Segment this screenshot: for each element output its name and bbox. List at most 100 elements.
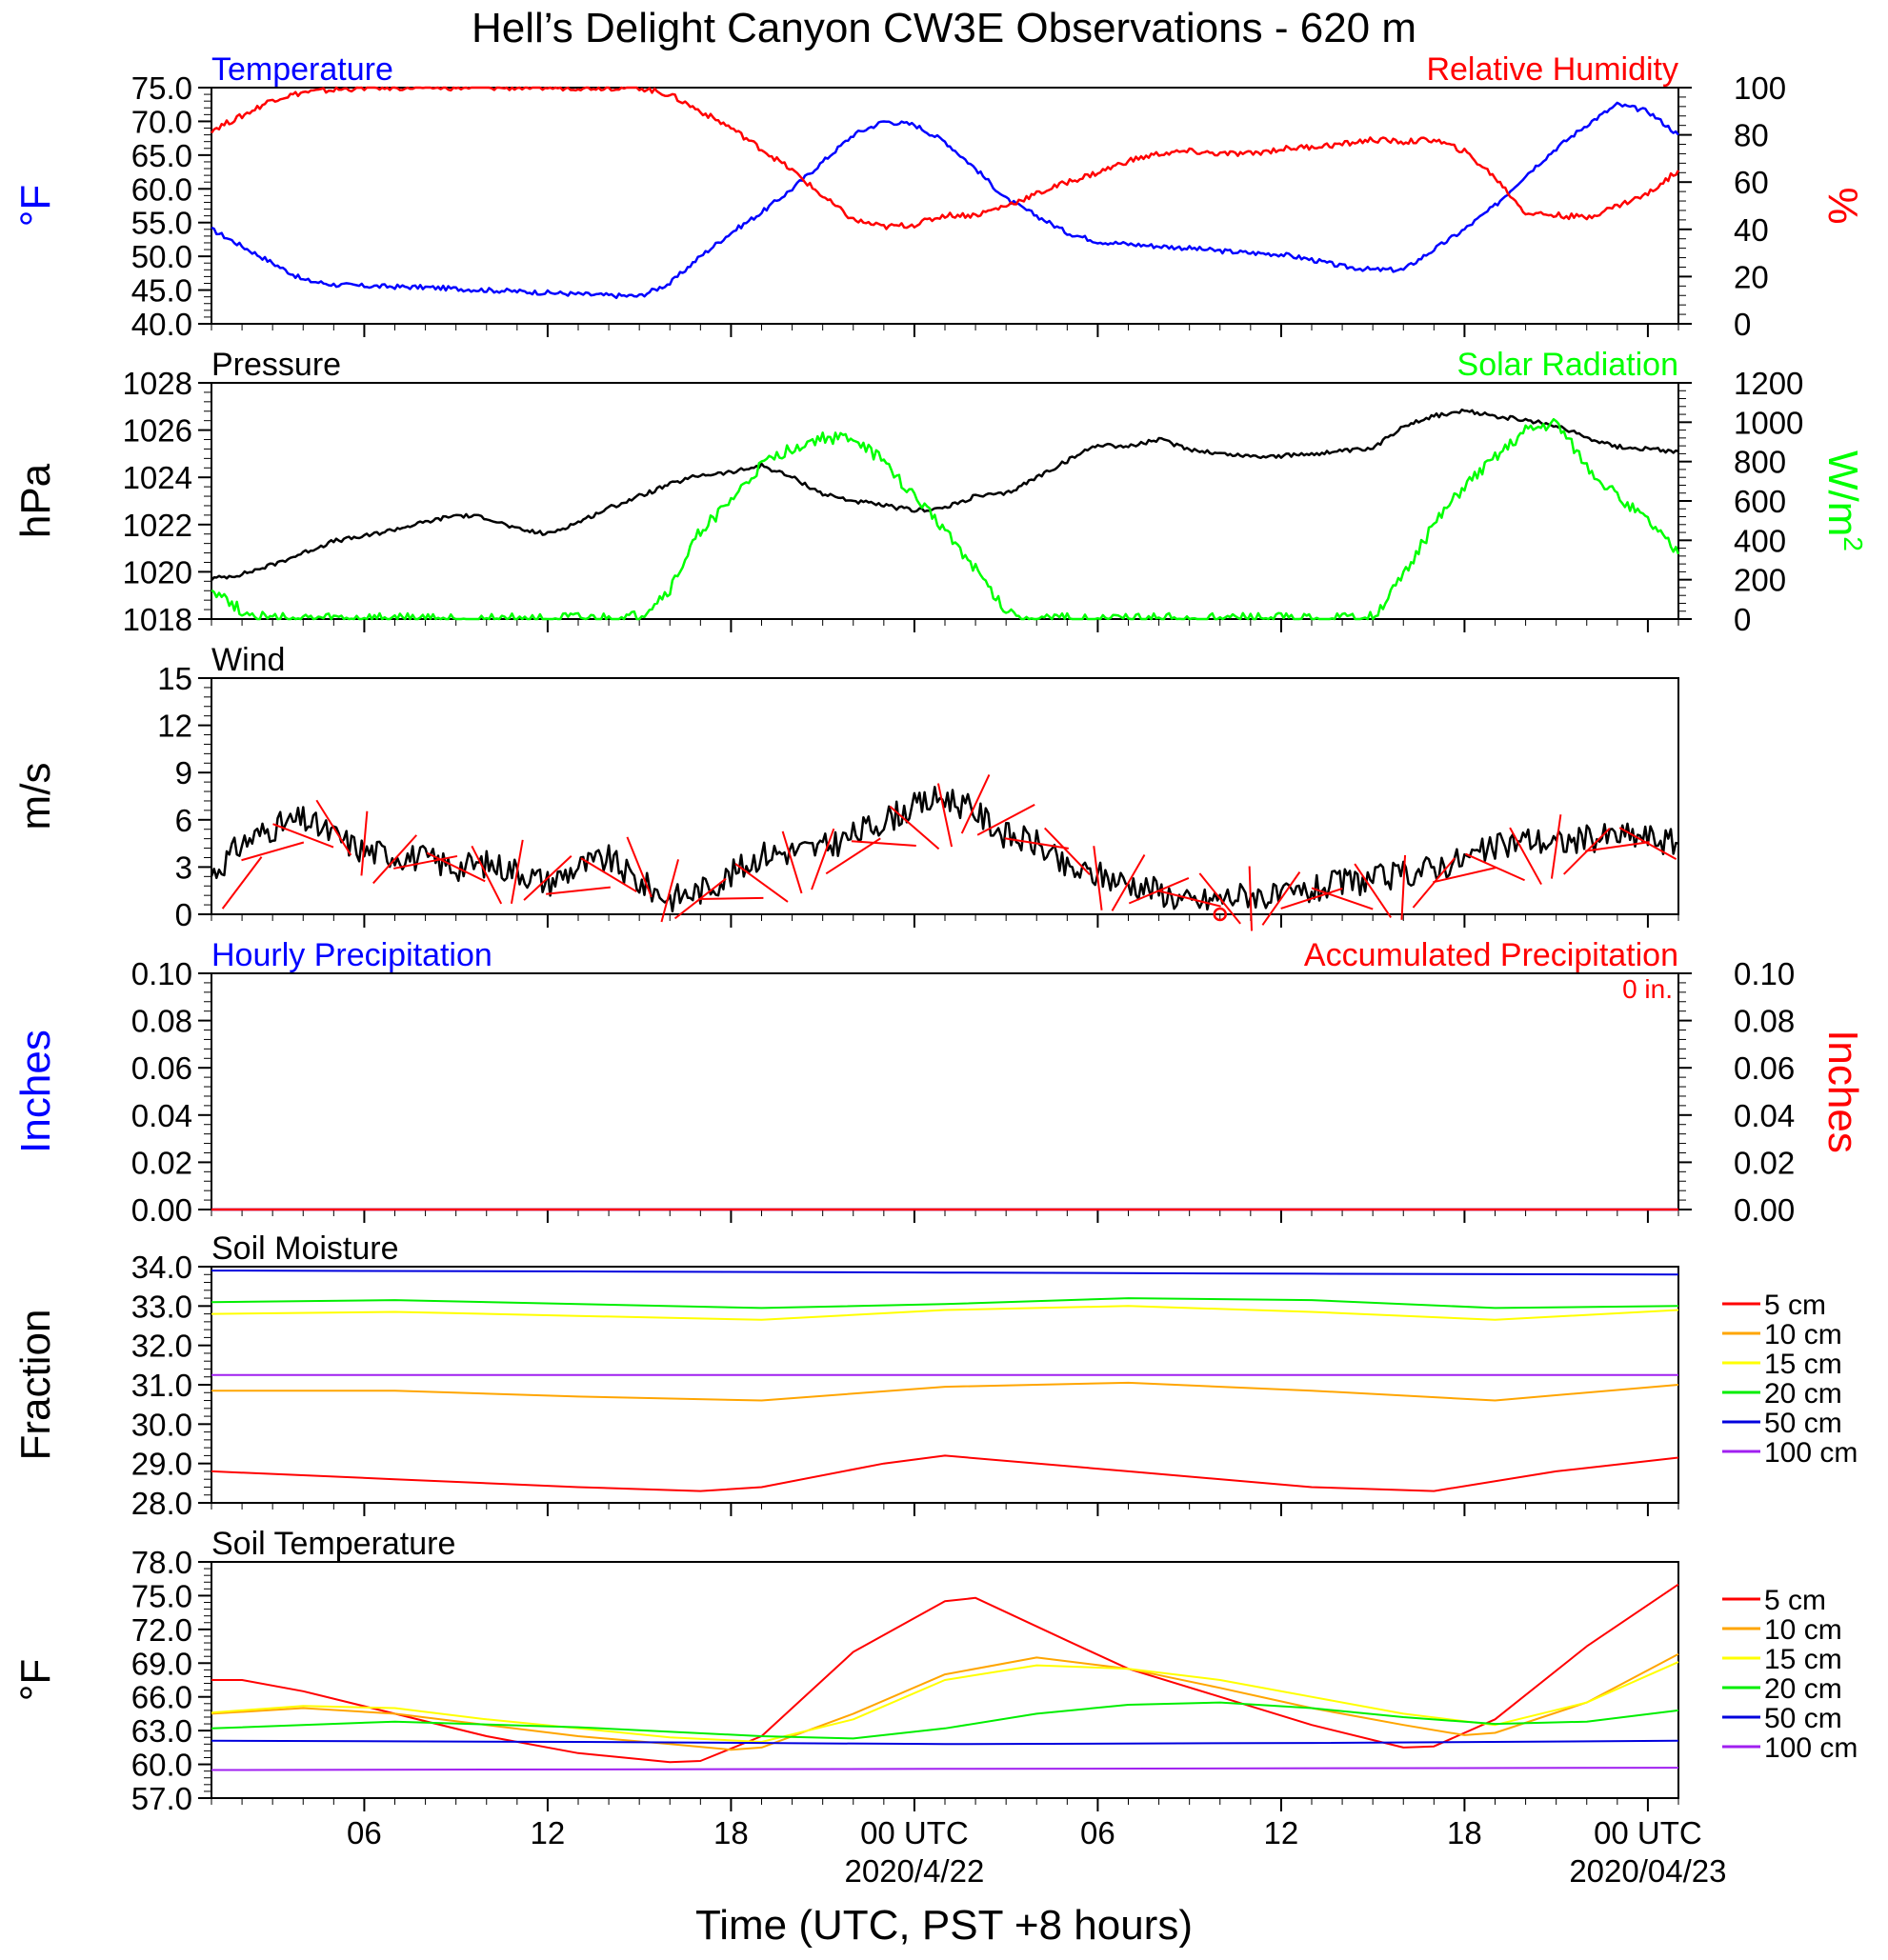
x-tick-label: 18 (713, 1815, 749, 1850)
y-tick-label: 1020 (123, 554, 192, 590)
legend-label: 15 cm (1764, 1349, 1842, 1380)
y-axis-label: m/s (12, 763, 59, 830)
wind-barb (660, 859, 680, 923)
y-right-tick-label: 0 (1734, 602, 1751, 637)
wind-barb (626, 836, 653, 898)
y-tick-label: 30.0 (131, 1407, 192, 1442)
y-tick-label: 9 (175, 755, 192, 790)
panels: 40.045.050.055.060.065.070.075.002040608… (12, 51, 1868, 1816)
wind-barb (580, 857, 637, 893)
y-tick-label: 63.0 (131, 1713, 192, 1749)
wind-barb (1311, 887, 1374, 910)
y-right-tick-label: 0 (1734, 307, 1751, 342)
y-right-tick-label: 0.00 (1734, 1192, 1795, 1228)
wind-barb (372, 834, 417, 885)
series-line-50-cm (211, 1270, 1679, 1276)
series-line-solar-radiation (211, 417, 1680, 621)
wind-barb (1004, 837, 1069, 850)
y-tick-label: 0.00 (131, 1192, 192, 1228)
y-axis-label-sup: 2 (1838, 536, 1868, 551)
y-tick-label: 60.0 (131, 171, 192, 207)
panel-4: 28.0 29.0 30.0 31.0 32.0 33.0 34.0 Soil Moistur… (12, 1230, 1858, 1521)
calm-wind-marker (1213, 907, 1227, 922)
legend-label: 15 cm (1764, 1644, 1842, 1675)
y-axis-label-right: % (1819, 187, 1866, 224)
series-line-100-cm (211, 1767, 1679, 1771)
legend-label: 20 cm (1764, 1378, 1842, 1410)
panel-title: Hourly Precipitation (211, 937, 492, 973)
y-tick-label: 65.0 (131, 138, 192, 173)
y-tick-label: 55.0 (131, 206, 192, 241)
y-right-tick-label: 1000 (1734, 405, 1803, 440)
y-right-tick-label: 600 (1734, 484, 1786, 519)
y-tick-label: 3 (175, 850, 192, 885)
x-tick-label: 00 UTC (860, 1815, 969, 1850)
wind-barb (1043, 827, 1091, 876)
series-line-pressure (211, 408, 1679, 582)
wind-barbs (221, 774, 1677, 931)
series-line-15-cm (211, 1661, 1679, 1743)
plot-frame (211, 972, 1679, 1210)
legend-label: 10 cm (1764, 1319, 1842, 1350)
wind-barb (698, 896, 764, 901)
plot-frame (211, 382, 1679, 620)
y-tick-label: 57.0 (131, 1781, 192, 1816)
wind-barb (1433, 867, 1496, 884)
y-tick-label: 72.0 (131, 1612, 192, 1648)
y-tick-label: 33.0 (131, 1289, 192, 1324)
wind-barb (1280, 888, 1343, 910)
y-tick-label: 45.0 (131, 273, 192, 309)
y-tick-label: 1022 (123, 508, 192, 543)
panel-title: Pressure (211, 347, 341, 383)
legend-label: 5 cm (1764, 1585, 1826, 1616)
x-tick-label: 00 UTC (1594, 1815, 1702, 1850)
panel-title: Soil Moisture (211, 1230, 399, 1267)
y-tick-label: 1018 (123, 602, 192, 637)
wind-barb (315, 799, 352, 856)
legend-label: 100 cm (1764, 1437, 1858, 1469)
panel-1: 1018 1020 1022 1024 1026 1028 0 200 400 600 800 100… (12, 347, 1868, 637)
wind-barb (393, 854, 458, 870)
panel-title-right: Solar Radiation (1457, 347, 1678, 383)
x-tick-label: 18 (1447, 1815, 1482, 1850)
y-tick-label: 15 (157, 661, 192, 696)
wind-barb (825, 837, 881, 875)
x-date-label: 2020/4/22 (845, 1853, 985, 1889)
y-tick-label: 29.0 (131, 1447, 192, 1482)
wind-barb (851, 840, 916, 847)
x-tick-label: 12 (1264, 1815, 1299, 1850)
legend-label: 5 cm (1764, 1290, 1826, 1321)
y-tick-label: 28.0 (131, 1486, 192, 1521)
figure-title: Hell’s Delight Canyon CW3E Observations … (472, 5, 1416, 51)
y-tick-label: 75.0 (131, 1578, 192, 1613)
wind-barb (272, 823, 334, 849)
wind-barb (960, 774, 991, 834)
y-right-tick-label: 0.08 (1734, 1004, 1795, 1039)
wind-barb (936, 783, 954, 848)
y-tick-label: 1028 (123, 366, 192, 401)
y-tick-label: 60.0 (131, 1748, 192, 1783)
y-axis-label: Fraction (12, 1310, 59, 1461)
plot-frame (211, 1266, 1679, 1504)
wind-barb (1400, 854, 1407, 920)
wind-barb (426, 851, 486, 883)
legend-label: 20 cm (1764, 1673, 1842, 1705)
wind-barb (546, 886, 611, 895)
wind-barb (976, 803, 1035, 836)
wind-barb (471, 845, 503, 905)
wind-barb (510, 839, 524, 905)
plot-frame (211, 677, 1679, 915)
panel-title-right: Accumulated Precipitation (1304, 937, 1678, 973)
panel-title: Wind (211, 642, 285, 678)
wind-barb (1261, 871, 1301, 926)
legend-label: 10 cm (1764, 1614, 1842, 1646)
y-tick-label: 78.0 (131, 1545, 192, 1580)
series-line-10-cm (211, 1381, 1679, 1402)
y-tick-label: 0.02 (131, 1145, 192, 1180)
panel-5: 57.060.063.066.069.072.075.078.0 Soil Tem… (12, 1526, 1858, 1816)
series-line-temperature (211, 101, 1679, 300)
wind-barb (734, 863, 789, 903)
y-tick-label: 32.0 (131, 1329, 192, 1364)
